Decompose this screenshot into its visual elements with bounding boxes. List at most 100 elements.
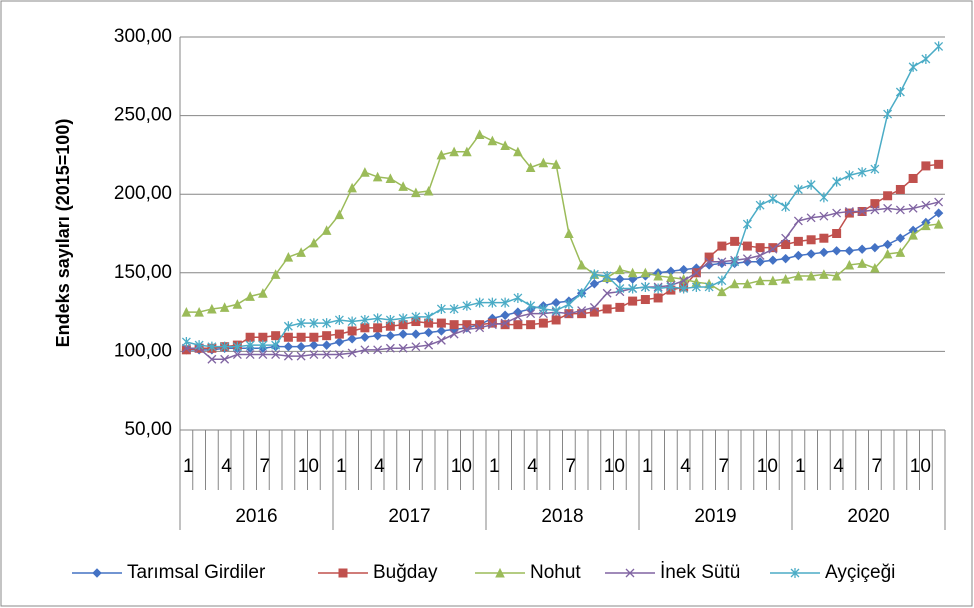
marker bbox=[334, 329, 344, 339]
x-tick-label: 10 bbox=[604, 456, 625, 477]
marker bbox=[258, 350, 268, 360]
marker bbox=[653, 270, 663, 281]
marker bbox=[908, 229, 918, 240]
marker bbox=[806, 213, 816, 223]
marker bbox=[373, 345, 383, 355]
marker bbox=[844, 246, 855, 256]
marker bbox=[742, 219, 752, 230]
marker bbox=[819, 247, 829, 258]
marker bbox=[411, 342, 421, 352]
marker bbox=[220, 341, 230, 352]
marker bbox=[921, 161, 931, 171]
marker bbox=[857, 244, 867, 254]
marker bbox=[475, 297, 485, 308]
marker bbox=[589, 279, 600, 289]
marker bbox=[819, 192, 829, 203]
marker bbox=[436, 318, 446, 328]
marker bbox=[768, 275, 778, 286]
marker bbox=[806, 235, 816, 245]
marker bbox=[768, 193, 778, 204]
x-tick-label: 10 bbox=[451, 456, 472, 477]
marker bbox=[449, 303, 459, 314]
marker bbox=[219, 302, 230, 312]
marker bbox=[321, 225, 332, 235]
marker bbox=[755, 257, 765, 267]
marker bbox=[615, 264, 625, 275]
marker bbox=[338, 568, 348, 578]
marker bbox=[577, 288, 587, 299]
x-group-label: 2016 bbox=[235, 506, 277, 527]
marker bbox=[538, 157, 549, 168]
marker bbox=[360, 167, 370, 177]
marker bbox=[423, 185, 434, 196]
marker bbox=[691, 281, 701, 292]
marker bbox=[296, 332, 306, 342]
marker bbox=[500, 320, 510, 330]
marker bbox=[360, 332, 370, 342]
marker bbox=[322, 318, 332, 329]
marker bbox=[806, 249, 816, 259]
marker bbox=[628, 283, 638, 294]
marker bbox=[882, 248, 893, 259]
marker bbox=[474, 129, 485, 139]
marker bbox=[551, 305, 561, 316]
marker bbox=[564, 228, 574, 238]
marker bbox=[755, 251, 765, 260]
marker bbox=[780, 253, 791, 264]
marker bbox=[691, 268, 701, 278]
marker bbox=[806, 270, 816, 281]
marker bbox=[551, 159, 561, 169]
marker bbox=[296, 247, 306, 257]
marker bbox=[334, 209, 345, 220]
y-tick-label: 100,00 bbox=[114, 340, 172, 361]
marker bbox=[819, 211, 829, 221]
marker bbox=[207, 354, 217, 364]
marker bbox=[296, 341, 306, 352]
x-group-label: 2020 bbox=[847, 506, 889, 527]
marker bbox=[500, 297, 510, 308]
marker bbox=[347, 316, 357, 327]
marker bbox=[883, 109, 893, 120]
marker bbox=[424, 340, 434, 350]
marker bbox=[832, 176, 842, 187]
marker bbox=[526, 300, 536, 311]
y-tick-label: 250,00 bbox=[114, 105, 172, 126]
marker bbox=[640, 295, 650, 305]
marker bbox=[309, 350, 319, 360]
marker bbox=[895, 205, 905, 215]
marker bbox=[589, 302, 599, 312]
x-tick-label: 10 bbox=[757, 456, 778, 477]
marker bbox=[666, 281, 676, 292]
marker bbox=[92, 568, 102, 578]
marker bbox=[755, 275, 765, 286]
marker bbox=[781, 233, 791, 243]
marker bbox=[857, 207, 867, 216]
marker bbox=[334, 337, 345, 347]
marker bbox=[870, 164, 880, 175]
marker bbox=[245, 340, 255, 351]
marker bbox=[232, 299, 243, 309]
marker bbox=[934, 197, 944, 207]
marker bbox=[832, 229, 842, 238]
x-tick-label: 4 bbox=[527, 456, 538, 477]
marker bbox=[768, 255, 778, 265]
marker bbox=[678, 264, 689, 275]
marker bbox=[882, 239, 893, 250]
marker bbox=[398, 313, 408, 324]
marker bbox=[181, 345, 191, 355]
marker bbox=[436, 326, 447, 336]
marker bbox=[576, 259, 587, 270]
marker bbox=[322, 331, 332, 341]
marker bbox=[181, 306, 192, 317]
marker bbox=[309, 318, 319, 329]
marker bbox=[360, 345, 370, 355]
x-group-label: 2019 bbox=[694, 506, 736, 527]
marker bbox=[475, 323, 485, 333]
marker bbox=[730, 256, 740, 267]
marker bbox=[832, 208, 842, 218]
marker bbox=[768, 243, 778, 253]
marker bbox=[487, 297, 497, 308]
marker bbox=[271, 350, 281, 360]
marker bbox=[717, 286, 727, 297]
